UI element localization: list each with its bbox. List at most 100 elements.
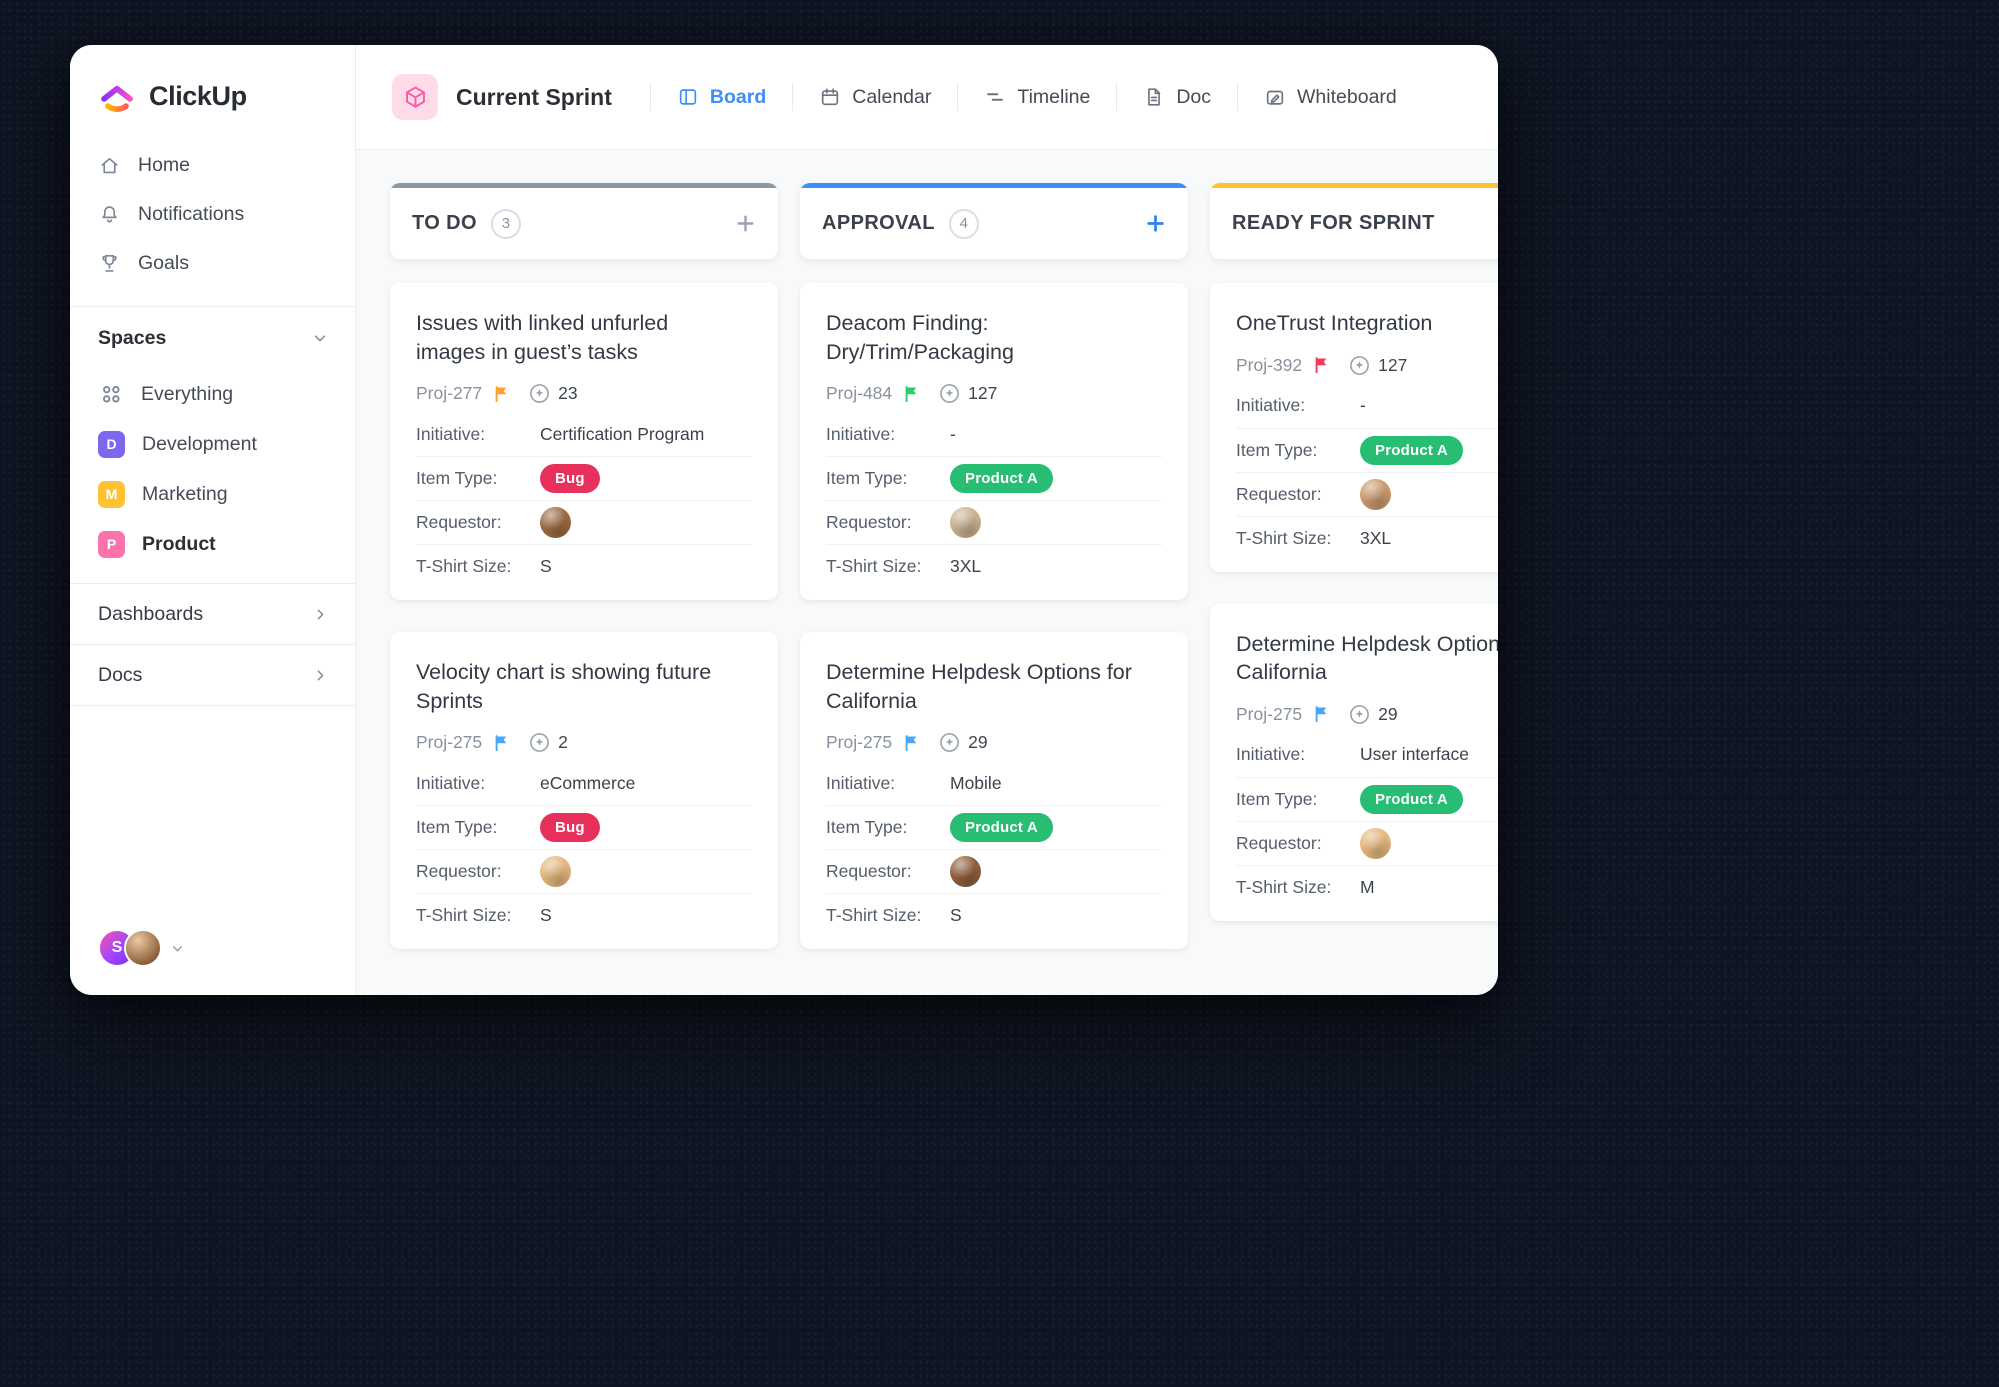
column-name: TO DO — [412, 212, 477, 234]
task-id: Proj-277 — [416, 383, 483, 404]
divider — [649, 83, 651, 111]
column-header: APPROVAL 4 — [800, 183, 1188, 259]
task-title: Determine Helpdesk Options for Californi… — [1236, 631, 1498, 685]
priority-flag-icon[interactable] — [493, 734, 511, 752]
field-item-type: Item Type: Product A — [826, 456, 1162, 500]
sidebar-item-docs[interactable]: Docs — [70, 645, 355, 705]
points-value: 127 — [968, 383, 998, 404]
field-label: Requestor: — [826, 512, 912, 533]
field-label: Requestor: — [416, 512, 502, 533]
column-name: READY FOR SPRINT — [1232, 212, 1435, 234]
clickup-logo[interactable]: ClickUp — [70, 45, 355, 141]
task-card[interactable]: Deacom Finding: Dry/Trim/Packaging Proj-… — [800, 283, 1188, 601]
add-task-button[interactable] — [735, 213, 756, 234]
requestor-avatar[interactable] — [540, 507, 571, 539]
priority-flag-icon[interactable] — [1313, 356, 1331, 374]
user-menu[interactable]: S — [70, 929, 355, 995]
space-label: Development — [142, 432, 257, 455]
tab-label: Doc — [1176, 85, 1212, 108]
logo-text: ClickUp — [149, 80, 247, 111]
priority-flag-icon[interactable] — [493, 385, 511, 403]
field-requestor: Requestor: — [1236, 471, 1498, 516]
item-type-pill[interactable]: Bug — [540, 464, 600, 494]
sprint-points: 29 — [939, 732, 988, 753]
sidebar-item-product[interactable]: P Product — [98, 519, 327, 569]
field-label: Initiative: — [1236, 744, 1306, 765]
user-avatar-photo — [124, 929, 162, 967]
points-value: 29 — [968, 732, 988, 753]
home-icon — [98, 154, 121, 177]
task-card[interactable]: Issues with linked unfurled images in gu… — [390, 283, 778, 601]
task-card[interactable]: Determine Helpdesk Options for Californi… — [800, 632, 1188, 950]
board-column-approval: APPROVAL 4 Deacom Finding: Dry/Trim/Pack… — [800, 183, 1188, 950]
sidebar-item-everything[interactable]: Everything — [98, 369, 327, 419]
requestor-avatar[interactable] — [540, 856, 571, 888]
sidebar-item-notifications[interactable]: Notifications — [98, 190, 327, 239]
column-accent — [800, 183, 1188, 188]
field-value: M — [1360, 876, 1375, 897]
field-label: Initiative: — [826, 772, 896, 793]
field-tshirt-size: T-Shirt Size: 3XL — [826, 544, 1162, 588]
spaces-header[interactable]: Spaces — [70, 307, 355, 369]
task-card[interactable]: Velocity chart is showing future Sprints… — [390, 632, 778, 950]
column-count-badge: 3 — [490, 208, 521, 239]
priority-flag-icon[interactable] — [1313, 705, 1331, 723]
column-header: READY FOR SPRINT — [1210, 183, 1498, 259]
field-initiative: Initiative: Certification Program — [416, 412, 752, 456]
tab-board[interactable]: Board — [651, 45, 792, 149]
tab-timeline[interactable]: Timeline — [958, 45, 1116, 149]
item-type-pill[interactable]: Bug — [540, 813, 600, 843]
field-label: Requestor: — [416, 861, 502, 882]
column-header: TO DO 3 — [390, 183, 778, 259]
points-icon — [939, 383, 960, 404]
sidebar-item-home[interactable]: Home — [98, 141, 327, 190]
field-label: T-Shirt Size: — [416, 556, 512, 577]
field-initiative: Initiative: Mobile — [826, 761, 1162, 805]
sprint-points: 127 — [1349, 355, 1407, 376]
field-label: Item Type: — [416, 817, 498, 838]
task-id: Proj-392 — [1236, 354, 1303, 375]
chevron-down-icon[interactable] — [170, 941, 185, 956]
content-area: Current Sprint Board — [356, 45, 1498, 995]
timeline-icon — [984, 86, 1006, 108]
sidebar-divider — [70, 583, 355, 584]
sidebar-item-development[interactable]: D Development — [98, 419, 327, 469]
sidebar-item-marketing[interactable]: M Marketing — [98, 469, 327, 519]
task-card[interactable]: Determine Helpdesk Options for Californi… — [1210, 603, 1498, 921]
requestor-avatar[interactable] — [1360, 478, 1391, 510]
points-value: 29 — [1378, 703, 1398, 724]
field-value: eCommerce — [540, 772, 636, 793]
field-item-type: Item Type: Bug — [416, 805, 752, 849]
item-type-pill[interactable]: Product A — [950, 464, 1053, 494]
priority-flag-icon[interactable] — [903, 385, 921, 403]
requestor-avatar[interactable] — [1360, 827, 1391, 859]
field-requestor: Requestor: — [826, 500, 1162, 544]
section-label: Docs — [98, 663, 143, 686]
item-type-pill[interactable]: Product A — [950, 813, 1053, 843]
tab-label: Timeline — [1017, 85, 1091, 108]
tab-doc[interactable]: Doc — [1117, 45, 1237, 149]
field-value: 3XL — [950, 556, 982, 577]
requestor-avatar[interactable] — [950, 856, 981, 888]
add-task-button[interactable] — [1145, 213, 1166, 234]
sidebar-item-dashboards[interactable]: Dashboards — [70, 584, 355, 644]
field-item-type: Item Type: Product A — [1236, 776, 1498, 821]
sidebar-item-goals[interactable]: Goals — [98, 239, 327, 288]
field-value: User interface — [1360, 744, 1469, 765]
field-label: T-Shirt Size: — [1236, 876, 1332, 897]
priority-flag-icon[interactable] — [903, 734, 921, 752]
field-label: Requestor: — [1236, 832, 1322, 853]
field-value: - — [1360, 395, 1366, 416]
item-type-pill[interactable]: Product A — [1360, 435, 1463, 465]
tab-calendar[interactable]: Calendar — [793, 45, 957, 149]
tab-whiteboard[interactable]: Whiteboard — [1238, 45, 1423, 149]
task-card[interactable]: OneTrust Integration Proj-392 127 — [1210, 283, 1498, 572]
requestor-avatar[interactable] — [950, 507, 981, 539]
chevron-right-icon — [312, 667, 329, 684]
field-label: Item Type: — [826, 468, 908, 489]
item-type-pill[interactable]: Product A — [1360, 784, 1463, 814]
space-label: Product — [142, 532, 216, 555]
task-id: Proj-275 — [1236, 703, 1303, 724]
field-label: Requestor: — [826, 861, 912, 882]
bell-icon — [98, 203, 121, 226]
